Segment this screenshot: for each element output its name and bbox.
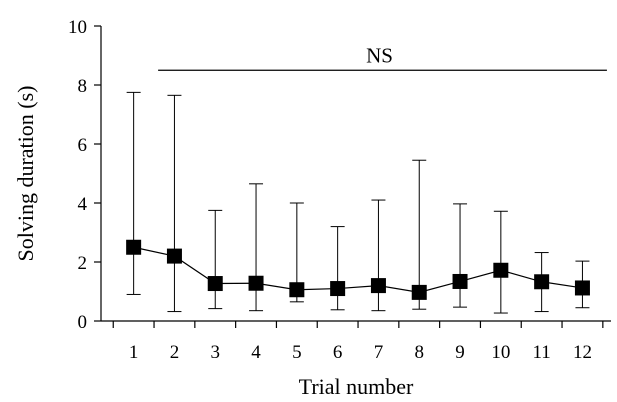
error-bars bbox=[126, 91, 590, 314]
data-point-marker bbox=[330, 281, 346, 297]
x-tick-label: 1 bbox=[129, 342, 139, 363]
y-tick-label: 4 bbox=[78, 194, 88, 215]
x-axis-ticks: 1 2 3 4 5 6 7 8 9 10 11 12 bbox=[112, 321, 604, 363]
data-point-marker bbox=[248, 275, 264, 291]
y-axis-title: Solving duration (s) bbox=[13, 86, 38, 262]
x-tick-label: 2 bbox=[170, 342, 180, 363]
series-line-layer bbox=[133, 246, 583, 293]
x-tick-label: 3 bbox=[210, 342, 220, 363]
data-point-marker bbox=[166, 248, 182, 264]
y-tick-label: 0 bbox=[78, 312, 88, 333]
data-point-marker bbox=[534, 274, 550, 290]
annotations: NS bbox=[158, 43, 607, 71]
x-tick-label: 9 bbox=[455, 342, 465, 363]
data-point-marker bbox=[207, 276, 223, 292]
series-line bbox=[133, 246, 583, 293]
x-tick-label: 12 bbox=[573, 342, 592, 363]
x-tick-label: 7 bbox=[374, 342, 384, 363]
x-tick-label: 5 bbox=[292, 342, 302, 363]
ns-label: NS bbox=[366, 43, 393, 67]
x-axis-title: Trial number bbox=[299, 374, 414, 399]
data-markers bbox=[126, 239, 590, 300]
y-tick-label: 10 bbox=[68, 17, 87, 38]
x-tick-label: 11 bbox=[532, 342, 550, 363]
y-tick-label: 8 bbox=[78, 76, 88, 97]
x-tick-label: 6 bbox=[333, 342, 343, 363]
axes bbox=[100, 26, 611, 322]
y-tick-label: 2 bbox=[78, 253, 88, 274]
data-point-marker bbox=[126, 239, 142, 255]
data-point-marker bbox=[452, 273, 468, 289]
data-point-marker bbox=[289, 282, 305, 298]
y-tick-label: 6 bbox=[78, 135, 88, 156]
x-tick-label: 8 bbox=[414, 342, 424, 363]
x-tick-label: 4 bbox=[251, 342, 261, 363]
data-point-marker bbox=[411, 284, 427, 300]
data-point-marker bbox=[370, 278, 386, 294]
x-tick-label: 10 bbox=[491, 342, 510, 363]
data-point-marker bbox=[574, 280, 590, 296]
y-axis-ticks: 0 2 4 6 8 10 bbox=[68, 17, 101, 333]
data-point-marker bbox=[493, 262, 509, 278]
